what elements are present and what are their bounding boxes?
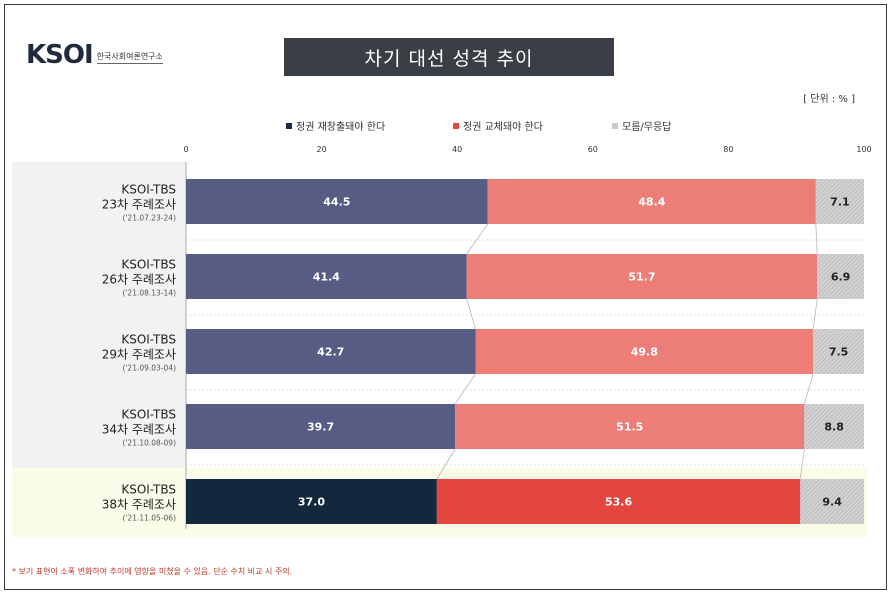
bar-segment [186,479,437,524]
x-tick-label: 100 [856,145,871,154]
connector-line [803,373,814,405]
bar-segment [455,404,805,449]
legend-item-series-1: 정권 재창출돼야 한다 [286,118,385,133]
connector-line [466,298,476,330]
logo-mark: KSOI [26,40,94,70]
data-label: 51.5 [616,421,643,434]
connector-line [454,373,476,405]
category-label-line3: ('21.10.08-09) [122,439,176,448]
data-label: 48.4 [638,196,665,209]
data-label: 49.8 [631,346,658,359]
footnote: * 보기 표현이 소폭 변화하여 추이에 영향을 미쳤을 수 있음. 단순 수치… [12,567,293,576]
bar-segment [186,254,467,299]
bar-segment [475,329,814,374]
legend-item-series-2: 정권 교체돼야 한다 [453,118,543,133]
bar-segment [436,479,801,524]
category-label-line3: ('21.11.05-06) [122,514,176,523]
legend-label-1: 정권 재창출돼야 한다 [296,122,386,133]
data-label: 44.5 [323,196,350,209]
bar-segment [815,179,864,224]
x-tick-label: 0 [183,145,188,154]
bar-segment [817,254,864,299]
connector-line [799,448,805,480]
legend: 정권 재창출돼야 한다 정권 교체돼야 한다 모름/무응답 [0,118,893,134]
bar-segment [487,179,816,224]
legend-label-2: 정권 교체돼야 한다 [463,122,543,133]
data-label: 37.0 [298,496,325,509]
category-label-line2: 34차 주례조사 [102,423,176,437]
bar-segment [186,404,456,449]
category-label-line1: KSOI-TBS [121,258,176,272]
data-label: 6.9 [831,271,851,284]
legend-item-series-3: 모름/무응답 [612,118,671,133]
connector-line [815,223,818,255]
connector-line [812,298,818,330]
data-label: 7.5 [829,346,849,359]
x-tick-label: 40 [452,145,462,154]
category-label-line1: KSOI-TBS [121,183,176,197]
data-label: 41.4 [313,271,340,284]
bar-segment [813,329,864,374]
connector-line [466,223,489,255]
bar-segment [804,404,864,449]
category-label-line1: KSOI-TBS [121,408,176,422]
data-label: 7.1 [830,196,850,209]
data-label: 53.6 [605,496,632,509]
ksoi-logo: KSOI 한국사회여론연구소 [26,38,163,68]
category-label-line2: 29차 주례조사 [102,348,176,362]
chart-title: 차기 대선 성격 추이 [284,38,614,76]
category-label-line1: KSOI-TBS [121,483,176,497]
data-label: 51.7 [628,271,655,284]
legend-label-3: 모름/무응답 [622,122,672,133]
data-label: 8.8 [824,421,844,434]
x-tick-label: 80 [723,145,733,154]
x-tick-label: 20 [317,145,327,154]
category-label-line2: 26차 주례조사 [102,273,176,287]
legend-swatch-2 [453,122,459,129]
data-label: 42.7 [317,346,344,359]
connector-line [436,448,456,480]
x-tick-label: 60 [588,145,598,154]
data-label: 39.7 [307,421,334,434]
legend-swatch-3 [612,122,618,129]
category-label-line3: ('21.09.03-04) [122,364,176,373]
bar-segment [800,479,864,524]
category-label-line1: KSOI-TBS [121,333,176,347]
category-label-line2: 23차 주례조사 [102,198,176,212]
bar-segment [466,254,818,299]
category-label-line3: ('21.08.13-14) [122,289,176,298]
unit-label: [ 단위 : % ] [803,94,855,105]
bar-segment [186,329,476,374]
legend-swatch-1 [286,122,292,129]
bar-segment [186,179,488,224]
category-label-line2: 38차 주례조사 [102,498,176,512]
data-label: 9.4 [822,496,842,509]
category-label-line3: ('21.07.23-24) [122,214,176,223]
logo-subtitle: 한국사회여론연구소 [96,51,163,64]
label-band [12,162,186,468]
